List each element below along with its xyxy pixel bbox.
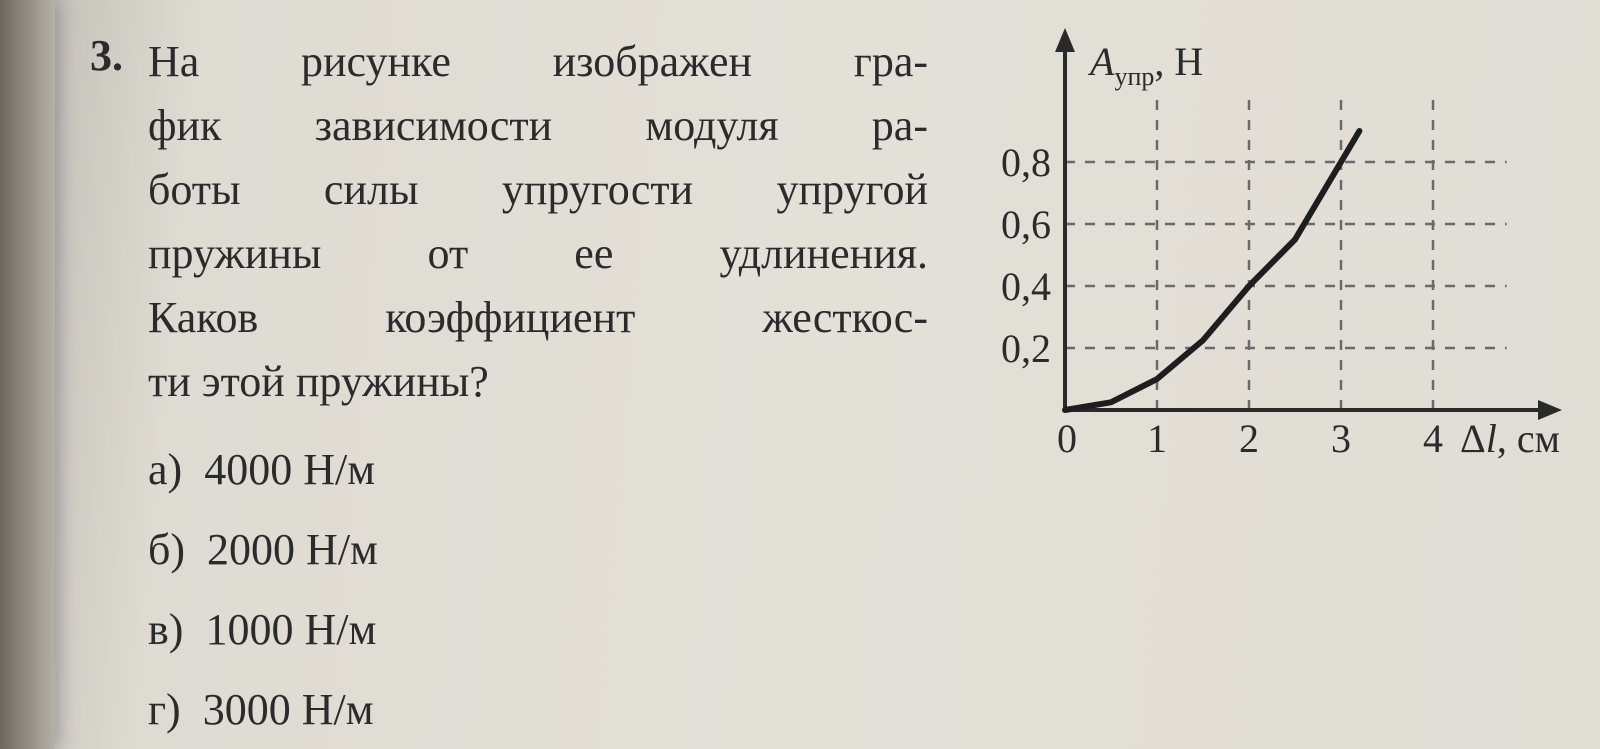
option-text: 1000 Н/м (205, 605, 376, 654)
option-g: г) 3000 Н/м (148, 670, 378, 749)
option-letter: б) (148, 525, 185, 574)
option-a: а) 4000 Н/м (148, 430, 378, 510)
curve-line (1065, 131, 1359, 410)
question-line: пружины от ее удлинения. (148, 222, 928, 286)
option-text: 3000 Н/м (203, 685, 374, 734)
y-axis-sub: упр (1114, 62, 1154, 91)
question-number: 3. (90, 30, 123, 81)
x-axis-unit: см (1517, 416, 1560, 461)
work-vs-elongation-chart: 0,2 0,4 0,6 0,8 1 2 3 4 0 Aупр, Н Δl, см (970, 20, 1580, 490)
y-tick-label: 0,6 (1001, 202, 1051, 247)
y-axis-var: A (1087, 39, 1115, 84)
question-line: боты силы упругости упругой (148, 158, 928, 222)
question-line: На рисунке изображен гра- (148, 30, 928, 94)
y-tick-label: 0,8 (1001, 140, 1051, 185)
y-axis-label: Aупр, Н (1087, 39, 1203, 91)
question-line: Каков коэффициент жесткос- (148, 286, 928, 350)
y-tick-label: 0,2 (1001, 326, 1051, 371)
x-tick-label: 4 (1423, 416, 1443, 461)
x-tick-label: 2 (1239, 416, 1259, 461)
question-text: На рисунке изображен гра- фик зависимост… (148, 30, 928, 414)
chart-svg: 0,2 0,4 0,6 0,8 1 2 3 4 0 Aупр, Н Δl, см (970, 20, 1580, 490)
x-axis-label: Δl, см (1460, 416, 1560, 461)
option-text: 2000 Н/м (207, 525, 378, 574)
x-tick-labels: 1 2 3 4 (1147, 416, 1443, 461)
y-tick-labels: 0,2 0,4 0,6 0,8 (1001, 140, 1051, 371)
question-line: фик зависимости модуля ра- (148, 94, 928, 158)
origin-label: 0 (1057, 416, 1077, 461)
x-axis-sep: , (1497, 416, 1517, 461)
x-axis-delta: Δ (1460, 416, 1486, 461)
option-v: в) 1000 Н/м (148, 590, 378, 670)
option-letter: а) (148, 445, 182, 494)
question-line: ти этой пружины? (148, 350, 928, 414)
chart-grid (1065, 100, 1507, 410)
option-letter: в) (148, 605, 183, 654)
option-letter: г) (148, 685, 181, 734)
x-tick-label: 3 (1331, 416, 1351, 461)
y-axis-unit: Н (1174, 39, 1203, 84)
y-tick-label: 0,4 (1001, 264, 1051, 309)
x-axis-var: l (1486, 416, 1497, 461)
option-text: 4000 Н/м (204, 445, 375, 494)
answer-options: а) 4000 Н/м б) 2000 Н/м в) 1000 Н/м г) 3… (148, 430, 378, 749)
x-tick-label: 1 (1147, 416, 1167, 461)
page: 3. На рисунке изображен гра- фик зависим… (0, 0, 1600, 749)
y-axis-sep: , (1154, 39, 1174, 84)
page-binding-shadow (0, 0, 55, 749)
option-b: б) 2000 Н/м (148, 510, 378, 590)
y-axis-arrow-icon (1055, 28, 1075, 52)
